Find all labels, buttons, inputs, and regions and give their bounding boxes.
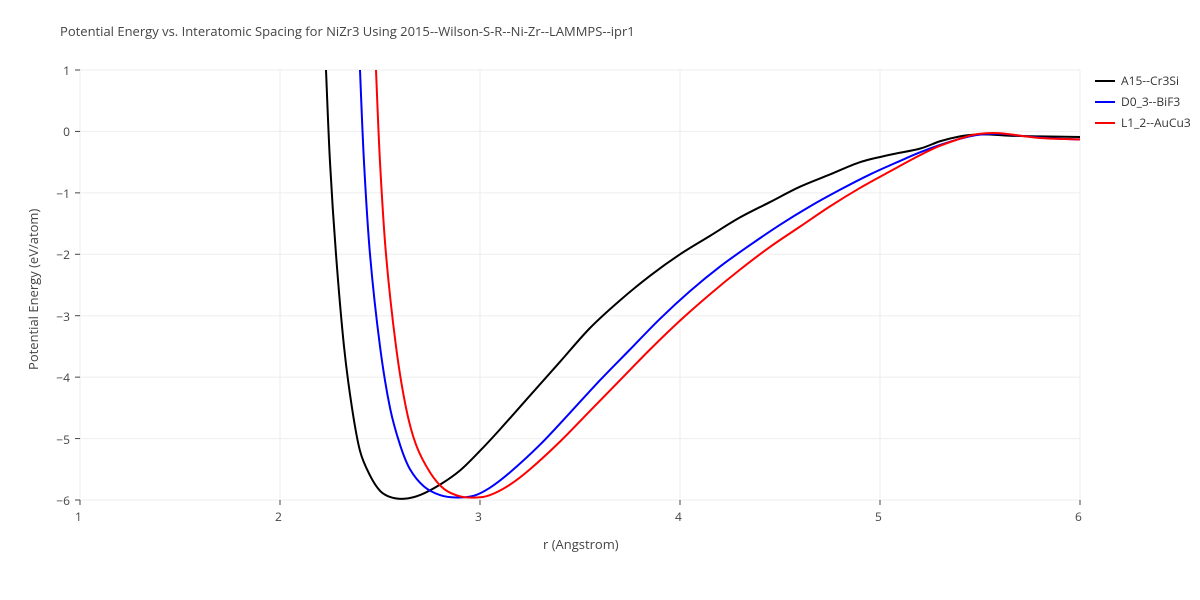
series-line[interactable] — [326, 70, 1080, 499]
x-tick-label: 1 — [75, 508, 82, 525]
y-tick-label: −4 — [56, 369, 70, 386]
legend-swatch — [1095, 80, 1115, 82]
legend-label: A15--Cr3Si — [1121, 72, 1179, 89]
plot-area — [0, 0, 1200, 600]
y-tick-label: −1 — [56, 185, 70, 202]
y-tick-label: −6 — [56, 492, 70, 509]
x-tick-label: 2 — [275, 508, 282, 525]
x-tick-label: 4 — [675, 508, 682, 525]
y-tick-label: −2 — [56, 246, 70, 263]
legend-item[interactable]: L1_2--AuCu3 — [1095, 114, 1191, 131]
series-line[interactable] — [376, 70, 1080, 498]
x-tick-label: 5 — [875, 508, 882, 525]
legend-swatch — [1095, 101, 1115, 103]
legend-item[interactable]: A15--Cr3Si — [1095, 72, 1191, 89]
y-tick-label: 1 — [63, 62, 70, 79]
x-tick-label: 6 — [1075, 508, 1082, 525]
y-tick-label: −3 — [56, 308, 70, 325]
legend-label: D0_3--BiF3 — [1121, 93, 1180, 110]
y-tick-label: 0 — [63, 123, 70, 140]
legend-item[interactable]: D0_3--BiF3 — [1095, 93, 1191, 110]
legend-label: L1_2--AuCu3 — [1121, 114, 1191, 131]
legend[interactable]: A15--Cr3Si D0_3--BiF3 L1_2--AuCu3 — [1095, 72, 1191, 135]
chart-container: { "chart": { "type": "line", "title": "P… — [0, 0, 1200, 600]
x-tick-label: 3 — [475, 508, 482, 525]
y-tick-label: −5 — [56, 431, 70, 448]
legend-swatch — [1095, 122, 1115, 124]
